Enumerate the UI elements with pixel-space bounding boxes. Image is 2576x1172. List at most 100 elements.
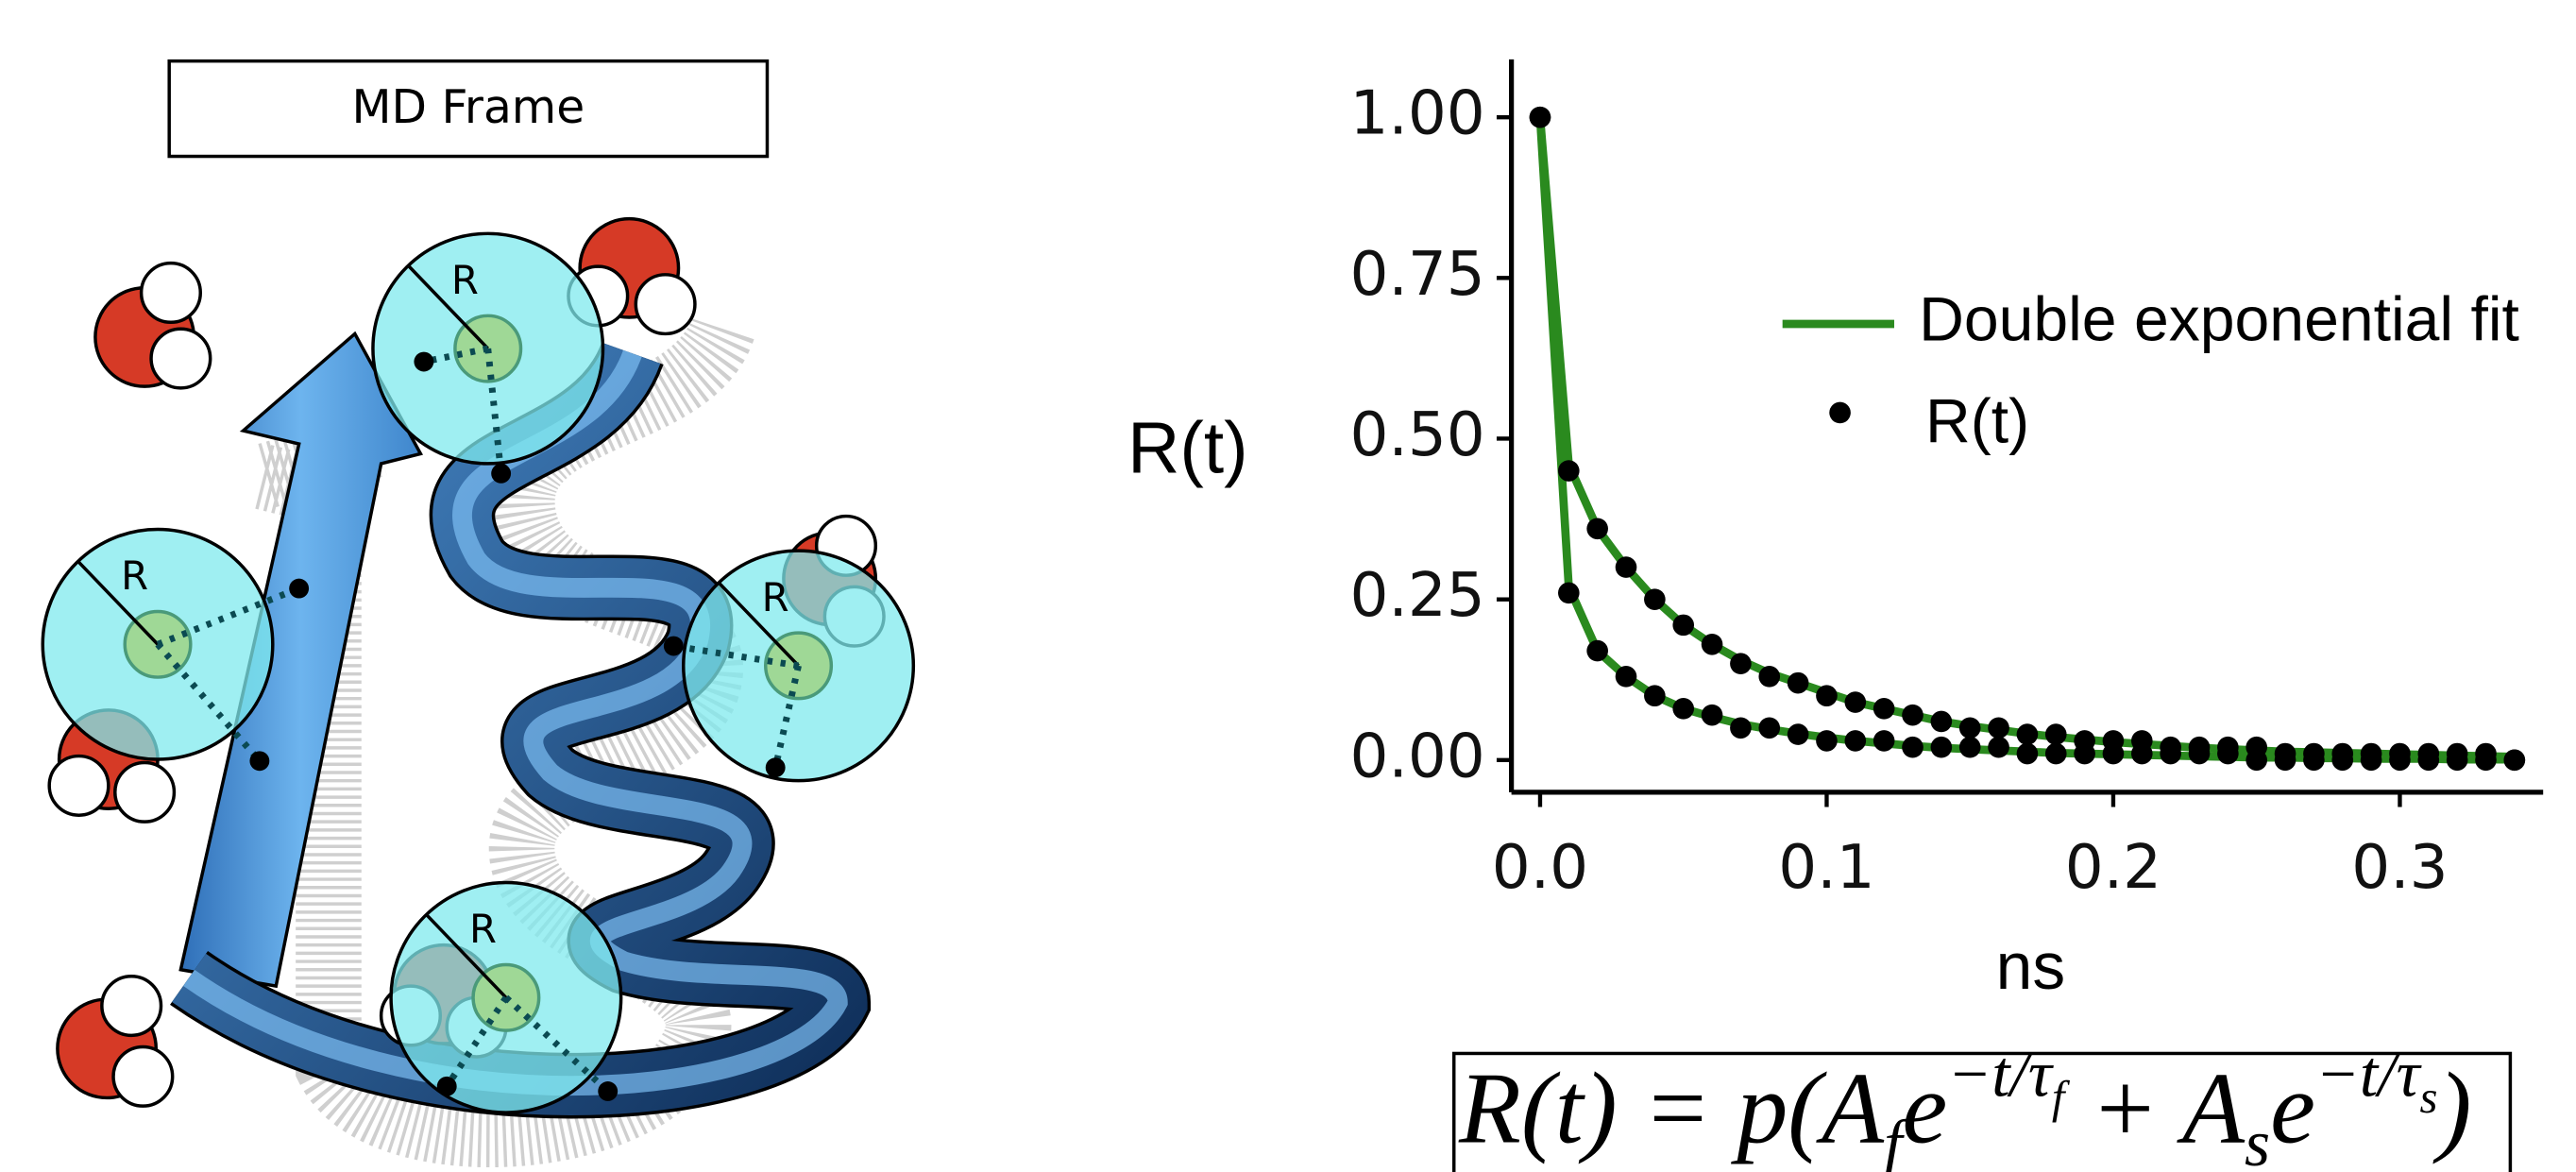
data-point	[1873, 730, 1895, 752]
data-point	[1701, 633, 1723, 655]
data-point	[2389, 749, 2411, 772]
frame-box	[167, 59, 770, 159]
data-point	[1558, 460, 1580, 482]
data-point	[2303, 749, 2325, 772]
site-label: R	[469, 906, 497, 952]
sites: R R R R	[41, 231, 916, 1114]
legend-label: R(t)	[1925, 386, 2029, 456]
data-point	[1988, 717, 2009, 739]
data-point	[1672, 698, 1695, 720]
site: R	[389, 880, 623, 1114]
eq-sup-sub: s	[2420, 1072, 2438, 1123]
helix-highlight	[183, 349, 848, 1096]
data-point	[2331, 749, 2354, 772]
data-point	[2102, 742, 2125, 765]
data-point	[1816, 685, 1838, 707]
eq-part: e	[2270, 1052, 2315, 1164]
x-axis-label: ns	[1996, 929, 2066, 1003]
site-label: R	[451, 257, 479, 303]
data-point	[1672, 614, 1695, 637]
illustration: MD Frame R R R R	[41, 59, 916, 1167]
frame-title: MD Frame	[351, 81, 585, 134]
x-tick-label: 0.2	[2065, 832, 2161, 903]
data-point	[1644, 685, 1666, 707]
atom	[663, 636, 684, 656]
data-point	[2074, 742, 2095, 765]
data-point	[1844, 730, 1867, 752]
data-point	[1730, 717, 1752, 739]
contact	[672, 642, 800, 670]
y-tick-label: 0.25	[1349, 560, 1484, 631]
contact	[503, 994, 611, 1095]
data-point	[1787, 723, 1809, 745]
data-point	[1958, 717, 1981, 739]
radius	[407, 264, 489, 350]
legend-label: Double exponential fit	[1919, 284, 2519, 354]
data-point	[1930, 736, 1953, 758]
data-point	[2446, 749, 2468, 772]
shadow-ribbon	[135, 315, 754, 1167]
eq-part: + A	[2064, 1052, 2246, 1164]
data-point	[1787, 671, 1809, 694]
data-point	[1586, 639, 1608, 662]
data-point	[2417, 749, 2440, 772]
data-point	[1958, 736, 1981, 758]
data-point	[1558, 582, 1580, 604]
site: R	[41, 527, 310, 772]
data-point	[1758, 666, 1781, 688]
eq-sup: −t/τ	[1947, 1039, 2055, 1112]
atom	[598, 1081, 619, 1101]
data-point	[2503, 749, 2526, 772]
contact	[423, 345, 489, 365]
radius	[426, 914, 508, 999]
x-tick-label: 0.0	[1492, 832, 1588, 903]
equation-text: R(t) = p(Afe−t/τf + Ase−t/τs)	[1458, 1039, 2471, 1172]
data-point	[1902, 704, 1924, 726]
data-point	[2188, 742, 2211, 765]
data-point	[2016, 742, 2039, 765]
y-tick-label: 0.50	[1349, 399, 1484, 470]
data-point	[2016, 723, 2039, 745]
plot-area	[1529, 106, 2526, 772]
data-point	[2246, 749, 2268, 772]
data-point	[1644, 588, 1666, 610]
site: R	[371, 231, 605, 484]
site: R	[663, 549, 916, 783]
data-point	[1758, 717, 1781, 739]
atom	[436, 1076, 457, 1096]
data-point	[1615, 666, 1637, 688]
x-tick-label: 0.3	[2351, 832, 2448, 903]
radius	[718, 582, 800, 668]
data-point	[1615, 556, 1637, 578]
data-point	[2160, 742, 2181, 765]
eq-part: )	[2432, 1052, 2471, 1164]
data-point	[1586, 518, 1608, 540]
equation: R(t) = p(Afe−t/τf + Ase−t/τs)	[1451, 1039, 2513, 1172]
eq-part: R(t) = p(A	[1458, 1052, 1885, 1164]
eq-sub: s	[2245, 1108, 2270, 1172]
eq-sup: −t/τ	[2315, 1039, 2423, 1112]
y-axis-label: R(t)	[1127, 409, 1248, 489]
contact	[771, 665, 802, 769]
data-point	[2044, 723, 2067, 745]
radius	[77, 561, 160, 646]
data-point	[1930, 710, 1953, 733]
atom	[289, 578, 310, 599]
data-point	[1816, 730, 1838, 752]
data-point	[1988, 736, 2009, 758]
eq-part: e	[1902, 1052, 1947, 1164]
x-tick-label: 0.1	[1778, 832, 1874, 903]
atom	[414, 351, 434, 372]
data-point	[2130, 742, 2153, 765]
data-point	[2274, 749, 2296, 772]
site-label: R	[762, 574, 789, 620]
y-tick-label: 0.75	[1349, 239, 1484, 310]
data-point	[1902, 736, 1924, 758]
data-point	[1529, 106, 1551, 128]
data-point	[2475, 749, 2497, 772]
contact	[444, 995, 509, 1089]
chart: R(t) ns 0.00 0.25 0.50 0.75 1.00 0.0 0.1 0.2 0.3…	[1127, 59, 2544, 1003]
atom	[765, 757, 786, 778]
